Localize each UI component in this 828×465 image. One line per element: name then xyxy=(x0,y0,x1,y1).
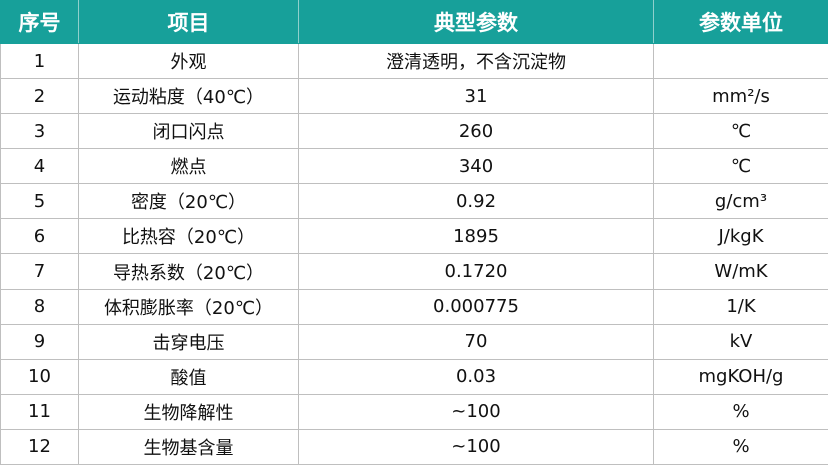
table-cell: 5 xyxy=(0,183,79,220)
table-cell: 生物降解性 xyxy=(78,393,299,430)
table-cell: 340 xyxy=(298,148,654,185)
table-cell: 260 xyxy=(298,113,654,150)
table-cell: 生物基含量 xyxy=(78,428,299,465)
table-row: 2 运动粘度（40℃） 31 mm²/s xyxy=(0,78,828,115)
table-row: 5 密度（20℃） 0.92 g/cm³ xyxy=(0,183,828,220)
table-row: 6 比热容（20℃） 1895 J/kgK xyxy=(0,218,828,255)
table-cell: 1895 xyxy=(298,218,654,255)
table-row: 9 击穿电压 70 kV xyxy=(0,323,828,360)
table-cell: 澄清透明，不含沉淀物 xyxy=(298,42,654,80)
table-row: 12 生物基含量 ~100% xyxy=(0,428,828,465)
table-cell: 12 xyxy=(0,428,79,465)
table-cell: 运动粘度（40℃） xyxy=(78,78,299,115)
table-cell: 0.1720 xyxy=(298,253,654,290)
table-cell: W/mK xyxy=(653,253,828,290)
header-cell: 参数单位 xyxy=(653,0,828,44)
table-cell: J/kgK xyxy=(653,218,828,255)
table-cell: 闭口闪点 xyxy=(78,113,299,150)
table-row: 10 酸值 0.03 mgKOH/g xyxy=(0,358,828,395)
table-row: 11 生物降解性 ~100% xyxy=(0,393,828,430)
table-cell: mgKOH/g xyxy=(653,358,828,395)
table-cell: mm²/s xyxy=(653,78,828,115)
header-cell: 典型参数 xyxy=(298,0,654,44)
table-row: 7 导热系数（20℃） 0.1720 W/mK xyxy=(0,253,828,290)
table-cell: 外观 xyxy=(78,42,299,80)
table-cell xyxy=(653,42,828,80)
table-cell: 4 xyxy=(0,148,79,185)
table-cell: 0.03 xyxy=(298,358,654,395)
table-cell: 9 xyxy=(0,323,79,360)
table-cell: 1 xyxy=(0,42,79,80)
table-cell: 70 xyxy=(298,323,654,360)
table-cell: 8 xyxy=(0,288,79,325)
table-row: 1 外观 澄清透明，不含沉淀物 xyxy=(0,42,828,80)
table-cell: 导热系数（20℃） xyxy=(78,253,299,290)
table-cell: 1/K xyxy=(653,288,828,325)
header-cell: 项目 xyxy=(78,0,299,44)
table-cell: 6 xyxy=(0,218,79,255)
header-cell: 序号 xyxy=(0,0,79,44)
table-cell: 比热容（20℃） xyxy=(78,218,299,255)
table-cell: 2 xyxy=(0,78,79,115)
table-cell: 酸值 xyxy=(78,358,299,395)
table-cell: % xyxy=(653,428,828,465)
table-cell: ~100 xyxy=(298,428,654,465)
header-row: 序号 项目 典型参数 参数单位 xyxy=(0,0,828,44)
table-cell: ℃ xyxy=(653,113,828,150)
table-cell: 3 xyxy=(0,113,79,150)
table-cell: 7 xyxy=(0,253,79,290)
table-body: 1 外观 澄清透明，不含沉淀物 2 运动粘度（40℃） 31 mm²/s 3 闭口闪点 260 ℃ 4… xyxy=(0,42,828,465)
table-cell: ℃ xyxy=(653,148,828,185)
table-cell: 体积膨胀率（20℃） xyxy=(78,288,299,325)
table-cell: 燃点 xyxy=(78,148,299,185)
table-cell: 10 xyxy=(0,358,79,395)
table-cell: 0.92 xyxy=(298,183,654,220)
table-cell: g/cm³ xyxy=(653,183,828,220)
table-cell: 密度（20℃） xyxy=(78,183,299,220)
table-cell: 0.000775 xyxy=(298,288,654,325)
table-row: 4 燃点 340 ℃ xyxy=(0,148,828,185)
table-cell: ~100 xyxy=(298,393,654,430)
table-cell: 击穿电压 xyxy=(78,323,299,360)
table-cell: 11 xyxy=(0,393,79,430)
table-cell: 31 xyxy=(298,78,654,115)
table-row: 8 体积膨胀率（20℃） 0.000775 1/K xyxy=(0,288,828,325)
table-cell: % xyxy=(653,393,828,430)
table-cell: kV xyxy=(653,323,828,360)
table-row: 3 闭口闪点 260 ℃ xyxy=(0,113,828,150)
